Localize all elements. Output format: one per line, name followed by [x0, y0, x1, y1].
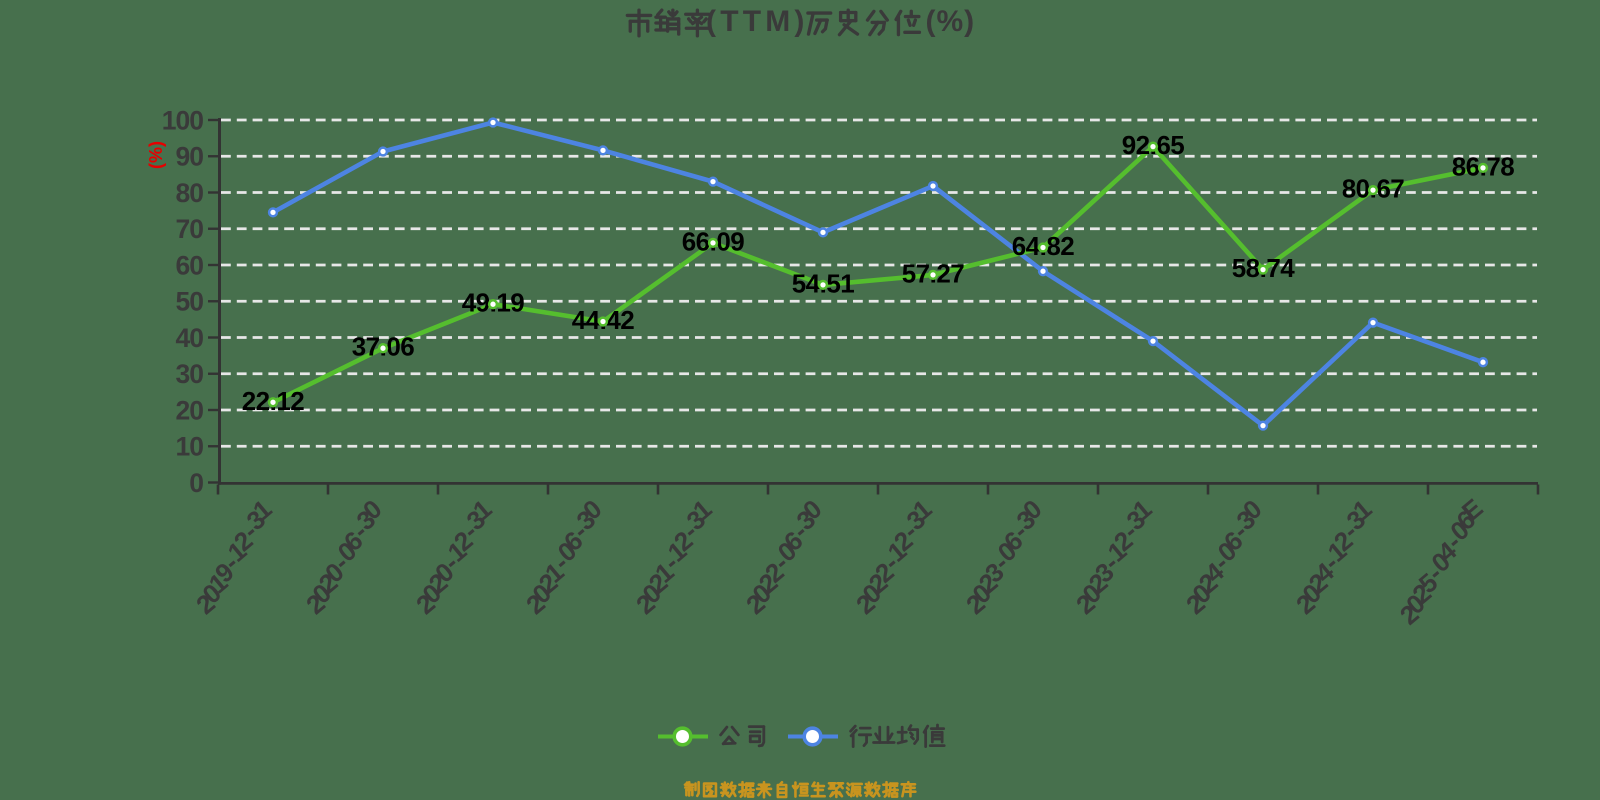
svg-text:90: 90 [176, 142, 204, 172]
svg-text:20: 20 [176, 395, 204, 425]
svg-text:50: 50 [176, 287, 204, 317]
svg-text:10: 10 [176, 432, 204, 462]
svg-text:(%): (%) [146, 141, 166, 169]
svg-text:70: 70 [176, 214, 204, 244]
svg-text:30: 30 [176, 359, 204, 389]
svg-text:0: 0 [189, 468, 203, 498]
svg-text:(%): (%) [926, 5, 976, 38]
svg-text:(TTM): (TTM) [706, 5, 809, 38]
svg-text:60: 60 [176, 250, 204, 280]
svg-text:40: 40 [176, 323, 204, 353]
svg-text:80: 80 [176, 178, 204, 208]
svg-text:100: 100 [162, 105, 203, 135]
